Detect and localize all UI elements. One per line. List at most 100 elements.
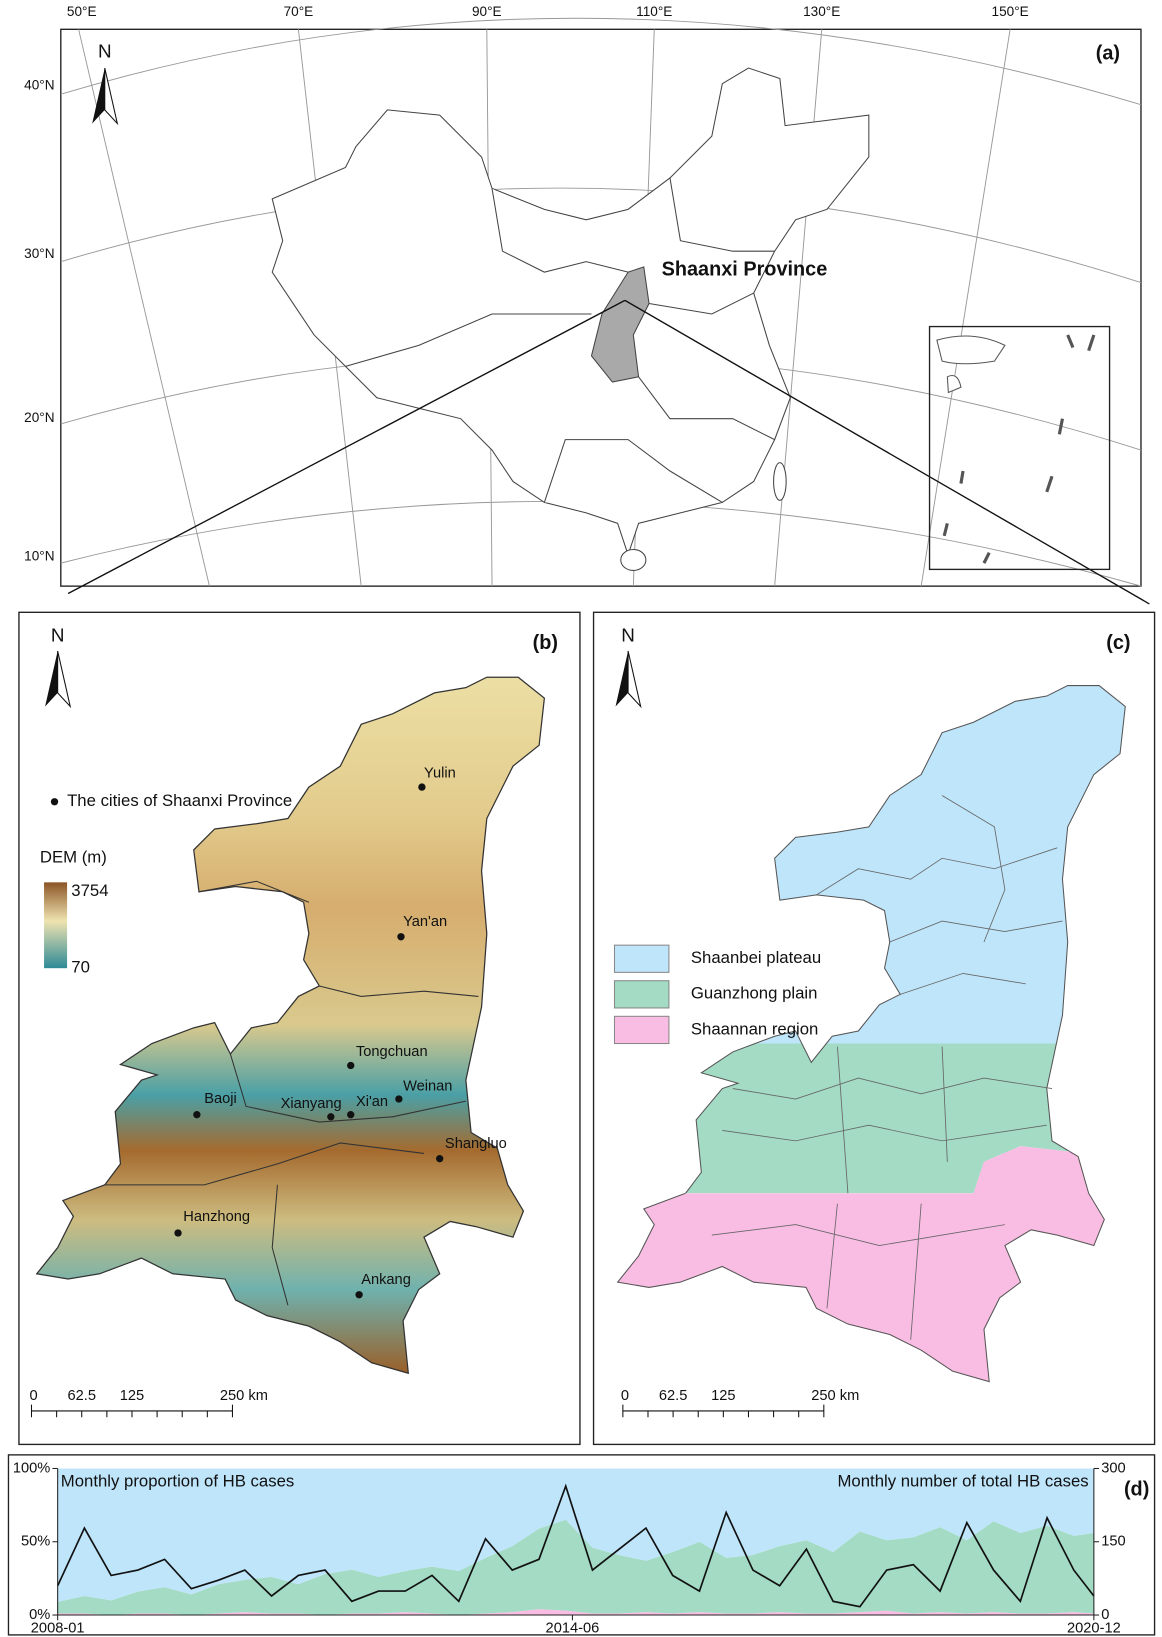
city-boundaries [104, 880, 479, 1306]
legend-label: Guanzhong plain [691, 984, 818, 1003]
legend-swatch [613, 1015, 670, 1045]
scale-label: 62.5 [659, 1388, 687, 1404]
graticule-line [920, 29, 1011, 587]
connector-line [624, 299, 1150, 605]
x-tick-label: 2008-01 [31, 1621, 85, 1637]
north-arrow [627, 650, 642, 709]
panel-a-frame [60, 28, 1142, 587]
y-tick-label: 50% [21, 1534, 50, 1550]
panel-label: (d) [1124, 1479, 1149, 1501]
inset-dashes [942, 334, 1096, 564]
city-point [193, 1111, 201, 1119]
province-boundary [543, 439, 723, 503]
chart-title: Monthly proportion of HB cases [61, 1472, 294, 1491]
x-tick-label: 2014-06 [546, 1621, 600, 1637]
dem-max: 3754 [71, 881, 108, 900]
north-label: N [621, 624, 635, 645]
city-boundary [229, 1053, 466, 1123]
panel-label: (c) [1106, 632, 1130, 654]
area [57, 1609, 1094, 1616]
inset-coast [936, 335, 1006, 394]
lat-label: 10°N [24, 548, 54, 563]
chart: 0% 50% 100% 0 150 300 2008-01 2014-06 2020-12 [13, 1460, 1126, 1636]
legend-swatch [613, 980, 670, 1009]
scale-bar: 0 62.5 125 250 km [30, 1388, 268, 1418]
city-label: Shangluo [445, 1136, 507, 1152]
connector-line [67, 299, 626, 595]
lon-label: 50°E [67, 4, 97, 19]
north-label: N [98, 40, 112, 61]
dem-map [36, 676, 545, 1374]
city-point [327, 1113, 335, 1121]
north-arrow [45, 651, 58, 707]
scale-label: 62.5 [67, 1388, 95, 1404]
scale-label: 250 km [811, 1388, 859, 1404]
taiwan [773, 462, 787, 501]
scale-label: 125 [120, 1388, 144, 1404]
city-label: Weinan [403, 1078, 452, 1094]
scale-bar-line [30, 1404, 233, 1418]
panel-d-frame [7, 1454, 1156, 1636]
north-arrow [57, 650, 72, 709]
graticule-line [60, 17, 1142, 106]
lon-label: 110°E [636, 4, 672, 19]
scale-bar-line [622, 1404, 825, 1418]
scale-label: 0 [30, 1388, 38, 1404]
y-tick-label: 0% [29, 1607, 50, 1623]
lat-label: 40°N [24, 77, 54, 92]
city-point [355, 1291, 363, 1299]
scale-label: 125 [711, 1388, 735, 1404]
city-label: Xianyang [281, 1096, 342, 1112]
city-legend-symbol [50, 798, 59, 806]
y-tick-label: 100% [13, 1460, 50, 1476]
lon-label: 130°E [803, 4, 840, 19]
y2-tick-label: 0 [1101, 1607, 1109, 1623]
area [57, 1468, 1094, 1602]
lon-label: 70°E [284, 4, 314, 19]
county-boundary [711, 795, 1063, 1340]
north-arrow [615, 651, 629, 707]
scale-label: 0 [621, 1388, 629, 1404]
legend-swatch [613, 944, 670, 973]
panel-label: (a) [1096, 43, 1120, 65]
city-point [397, 933, 405, 941]
city-label: Baoji [204, 1091, 237, 1107]
city-boundary [271, 1184, 289, 1306]
dem-colorbar [44, 882, 68, 969]
highlight-label: Shaanxi Province [662, 258, 828, 280]
city-boundary [198, 880, 310, 903]
panel-b-frame [18, 611, 581, 1446]
province-boundary [638, 376, 775, 441]
county-boundaries [711, 795, 1063, 1340]
y2-axis-title: Monthly number of total HB cases [837, 1472, 1088, 1491]
scale-bar: 0 62.5 125 250 km [621, 1388, 859, 1418]
legend-label: Shaanbei plateau [691, 948, 821, 967]
city-label: Tongchuan [356, 1044, 428, 1060]
inset-frame [928, 325, 1111, 571]
north-arrow [104, 67, 119, 126]
hainan [620, 548, 647, 571]
lon-label: 150°E [992, 4, 1029, 19]
city-label: Yan'an [403, 914, 447, 930]
y2-tick-label: 150 [1101, 1534, 1125, 1550]
cities: Yulin Yan'an Tongchuan Weinan Baoji Xian… [174, 765, 507, 1299]
panel-c-frame [592, 611, 1156, 1446]
city-label: Ankang [361, 1272, 411, 1288]
area [57, 1519, 1094, 1616]
city-label: Xi'an [356, 1094, 388, 1110]
line [56, 1483, 1095, 1608]
city-point [395, 1095, 403, 1103]
city-boundary [319, 985, 479, 997]
shaanxi-highlight [590, 266, 650, 383]
city-point [174, 1229, 182, 1237]
y2-tick-label: 300 [1101, 1460, 1125, 1476]
city-point [436, 1155, 444, 1163]
legend-label: Shaannan region [691, 1019, 818, 1038]
city-point [418, 783, 426, 791]
lat-label: 30°N [24, 246, 54, 261]
city-point [347, 1111, 355, 1119]
city-label: Yulin [424, 765, 456, 781]
